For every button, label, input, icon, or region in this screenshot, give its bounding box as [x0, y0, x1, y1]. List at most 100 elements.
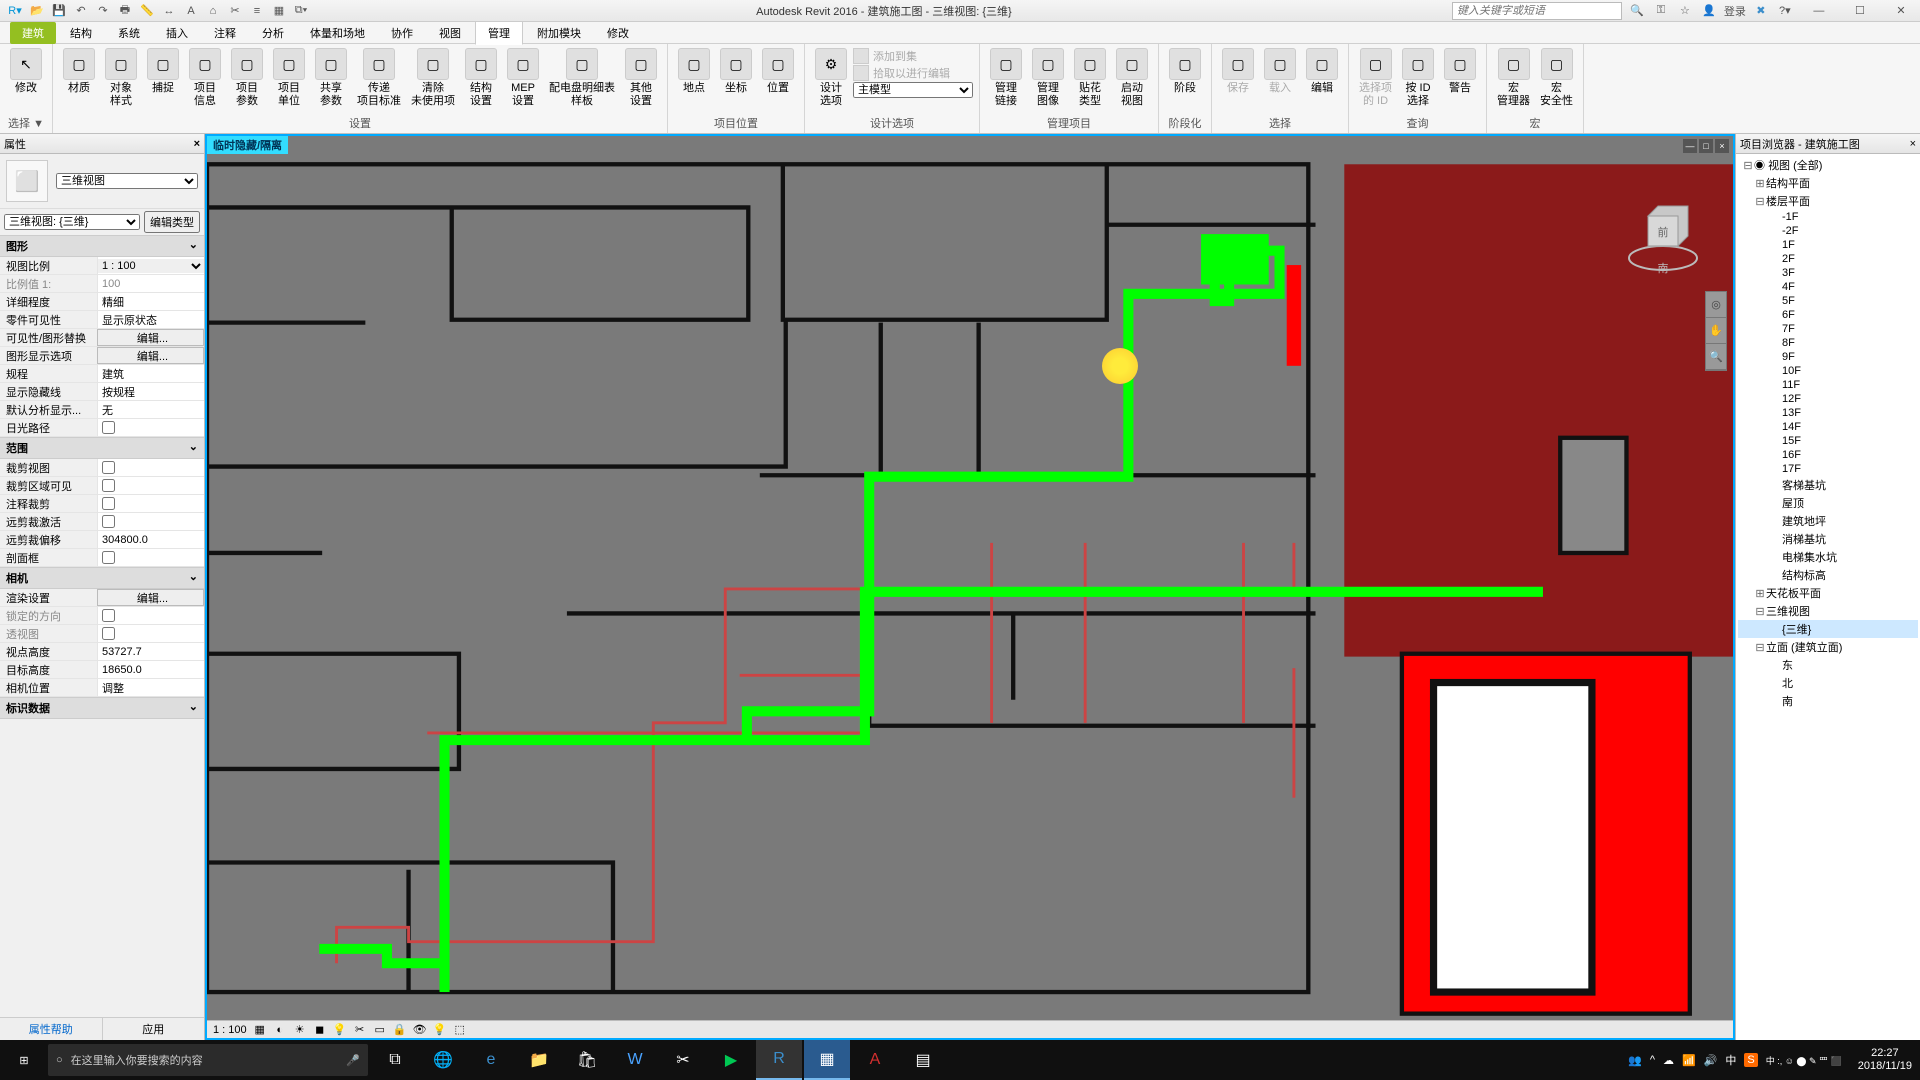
tree-node[interactable]: -1F	[1738, 210, 1918, 224]
tree-node[interactable]: 东	[1738, 656, 1918, 674]
close-button[interactable]: ✕	[1882, 0, 1920, 21]
close-icon[interactable]: ×	[194, 138, 200, 150]
wheel-icon[interactable]: ◎	[1706, 292, 1726, 318]
wps-icon[interactable]: W	[612, 1040, 658, 1080]
tree-node[interactable]: 建筑地坪	[1738, 512, 1918, 530]
tree-node[interactable]: ⊟楼层平面	[1738, 192, 1918, 210]
other-app-icon[interactable]: ▤	[900, 1040, 946, 1080]
close-icon[interactable]: ×	[1910, 138, 1916, 150]
property-value[interactable]: 精细	[97, 293, 204, 310]
property-value[interactable]: 建筑	[97, 365, 204, 382]
ribbon-button[interactable]: ▢捕捉	[143, 46, 183, 97]
system-tray[interactable]: 👥 ^ ☁ 📶 🔊 中 S 中 :, ☺ ⬤ ✎ 罒 ⬛	[1620, 1052, 1850, 1068]
tree-node[interactable]: 5F	[1738, 294, 1918, 308]
ribbon-button[interactable]: ▢阶段	[1165, 46, 1205, 97]
tree-node[interactable]: 7F	[1738, 322, 1918, 336]
volume-icon[interactable]: 🔊	[1704, 1054, 1718, 1067]
ie-icon[interactable]: 🌐	[420, 1040, 466, 1080]
ribbon-button[interactable]: ▢坐标	[716, 46, 756, 97]
ribbon-tab-11[interactable]: 修改	[595, 22, 641, 44]
tree-node[interactable]: 14F	[1738, 420, 1918, 434]
redo-icon[interactable]: ↷	[94, 2, 112, 20]
wifi-icon[interactable]: 📶	[1682, 1054, 1696, 1067]
tree-node[interactable]: 北	[1738, 674, 1918, 692]
ribbon-button[interactable]: ▢宏 管理器	[1493, 46, 1534, 110]
ribbon-button[interactable]: ▢宏 安全性	[1536, 46, 1577, 110]
ribbon-button[interactable]: ▢传递 项目标准	[353, 46, 405, 110]
property-value[interactable]: 按规程	[97, 383, 204, 400]
property-value[interactable]	[97, 625, 204, 642]
thin-lines-icon[interactable]: ≡	[248, 2, 266, 20]
browser-tree[interactable]: ⊟◉ 视图 (全部)⊞结构平面⊟楼层平面-1F-2F1F2F3F4F5F6F7F…	[1736, 154, 1920, 1040]
tree-node[interactable]: 9F	[1738, 350, 1918, 364]
tree-node[interactable]: 客梯基坑	[1738, 476, 1918, 494]
infocenter-search[interactable]	[1452, 2, 1622, 20]
3d-icon[interactable]: ⌂	[204, 2, 222, 20]
section-icon[interactable]: ✂	[226, 2, 244, 20]
tree-node[interactable]: 电梯集水坑	[1738, 548, 1918, 566]
tree-node[interactable]: 11F	[1738, 378, 1918, 392]
temporary-hide-icon[interactable]: 👁	[413, 1023, 427, 1037]
sogou-icon[interactable]: S	[1744, 1053, 1757, 1067]
property-value[interactable]	[97, 477, 204, 494]
explorer-icon[interactable]: 📁	[516, 1040, 562, 1080]
design-options-button[interactable]: ⚙ 设计 选项	[811, 46, 851, 110]
property-value[interactable]	[97, 607, 204, 624]
tree-node[interactable]: 17F	[1738, 462, 1918, 476]
scale-label[interactable]: 1 : 100	[213, 1023, 247, 1037]
type-selector[interactable]: 三维视图	[56, 173, 198, 189]
property-value[interactable]	[97, 459, 204, 476]
property-group-header[interactable]: 标识数据⌄	[0, 697, 204, 719]
player-icon[interactable]: ▶	[708, 1040, 754, 1080]
close-view-icon[interactable]: ×	[1715, 139, 1729, 153]
tree-node[interactable]: ⊟立面 (建筑立面)	[1738, 638, 1918, 656]
ribbon-button[interactable]: ▢配电盘明细表 样板	[545, 46, 619, 110]
property-value[interactable]: 1 : 100	[97, 257, 204, 274]
text-icon[interactable]: A	[182, 2, 200, 20]
edge-icon[interactable]: e	[468, 1040, 514, 1080]
tree-node[interactable]: 16F	[1738, 448, 1918, 462]
property-group-header[interactable]: 相机⌄	[0, 567, 204, 589]
tree-node[interactable]: 13F	[1738, 406, 1918, 420]
revit-logo-icon[interactable]: R▾	[6, 2, 24, 20]
tree-node[interactable]: 南	[1738, 692, 1918, 710]
ribbon-button[interactable]: ▢材质	[59, 46, 99, 97]
ribbon-button[interactable]: ▢位置	[758, 46, 798, 97]
ribbon-button[interactable]: ▢项目 参数	[227, 46, 267, 110]
ribbon-button[interactable]: ▢编辑	[1302, 46, 1342, 97]
detail-level-icon[interactable]: ▦	[253, 1023, 267, 1037]
ribbon-button[interactable]: ▢警告	[1440, 46, 1480, 97]
autocad-app-icon[interactable]: ▦	[804, 1040, 850, 1080]
tree-node[interactable]: ⊞结构平面	[1738, 174, 1918, 192]
tree-node[interactable]: 8F	[1738, 336, 1918, 350]
autocad2-icon[interactable]: A	[852, 1040, 898, 1080]
apply-button[interactable]: 应用	[103, 1017, 205, 1040]
lock-3d-icon[interactable]: 🔒	[393, 1023, 407, 1037]
visual-style-icon[interactable]: ◐	[273, 1023, 287, 1037]
property-value[interactable]: 无	[97, 401, 204, 418]
ribbon-button[interactable]: ▢其他 设置	[621, 46, 661, 110]
zoom-icon[interactable]: 🔍	[1706, 344, 1726, 370]
ribbon-button[interactable]: ▢按 ID 选择	[1398, 46, 1438, 110]
minimize-button[interactable]: —	[1800, 0, 1838, 22]
property-value[interactable]	[97, 513, 204, 530]
property-value[interactable]: 304800.0	[97, 531, 204, 548]
maximize-button[interactable]: ☐	[1841, 0, 1879, 21]
ribbon-button[interactable]: ▢启动 视图	[1112, 46, 1152, 110]
property-group-header[interactable]: 图形⌄	[0, 235, 204, 257]
mic-icon[interactable]: 🎤	[346, 1054, 360, 1067]
tree-node[interactable]: 10F	[1738, 364, 1918, 378]
measure-icon[interactable]: 📏	[138, 2, 156, 20]
tree-node[interactable]: ⊞天花板平面	[1738, 584, 1918, 602]
cortana-search[interactable]: ○ 在这里输入你要搜索的内容 🎤	[48, 1044, 368, 1076]
ribbon-button[interactable]: ▢清除 未使用项	[407, 46, 459, 110]
pan-icon[interactable]: ✋	[1706, 318, 1726, 344]
ribbon-button[interactable]: ▢结构 设置	[461, 46, 501, 110]
tree-node[interactable]: 2F	[1738, 252, 1918, 266]
tree-node[interactable]: 屋顶	[1738, 494, 1918, 512]
crop-icon[interactable]: ✂	[353, 1023, 367, 1037]
property-edit-button[interactable]: 编辑...	[97, 347, 204, 364]
ribbon-tab-1[interactable]: 结构	[58, 22, 104, 44]
align-icon[interactable]: ↔	[160, 2, 178, 20]
ribbon-tab-7[interactable]: 协作	[379, 22, 425, 44]
